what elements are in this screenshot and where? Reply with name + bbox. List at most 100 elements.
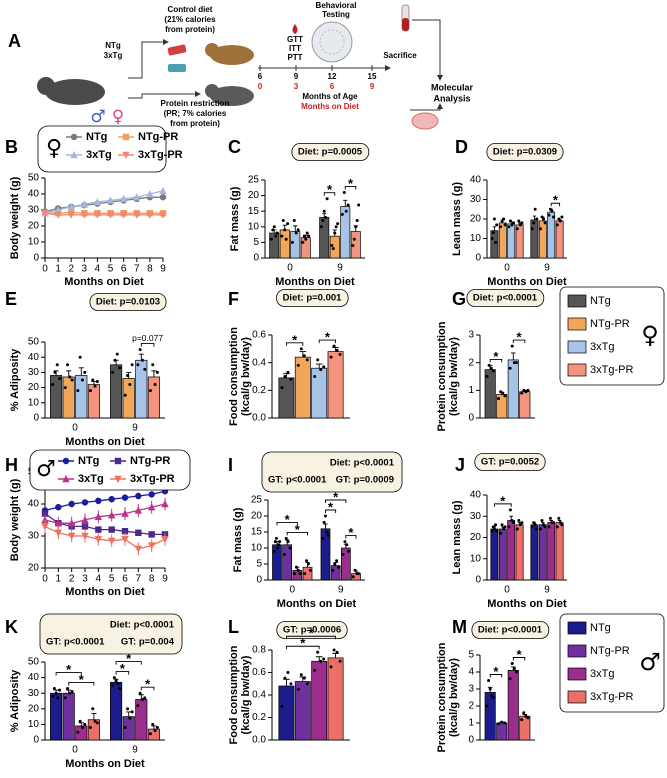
point: [121, 536, 129, 544]
data-point: [55, 363, 59, 367]
mouse-icon: [45, 79, 105, 105]
y-tick-label: 0: [253, 253, 259, 264]
data-point: [299, 347, 303, 351]
y-tick-label: 3: [468, 330, 474, 341]
x-tick-label: 7: [134, 264, 140, 275]
data-point: [269, 237, 273, 241]
legend-label: 3xTg-PR: [130, 473, 175, 485]
point: [81, 499, 89, 506]
error-bar: [293, 225, 298, 232]
y-tick-label: 20: [28, 221, 40, 232]
data-point: [286, 540, 290, 544]
point: [159, 186, 167, 194]
point: [148, 491, 155, 498]
data-point: [286, 222, 290, 226]
point: [81, 516, 89, 524]
data-point: [286, 671, 290, 674]
data-point: [503, 721, 507, 725]
data-point: [555, 525, 559, 529]
y-tick-label: 0.8: [252, 645, 266, 656]
legend-swatch: [567, 667, 587, 681]
data-point: [140, 358, 144, 362]
significance-bracket: [286, 531, 308, 536]
data-point: [325, 530, 329, 534]
data-point: [128, 716, 132, 720]
data-point: [514, 670, 518, 674]
data-point: [292, 219, 296, 223]
y-tick-label: 15: [251, 527, 263, 538]
legend-symbol: ♀: [641, 321, 659, 349]
significance-label: *: [79, 672, 85, 687]
point: [95, 526, 102, 533]
error-bar: [299, 351, 307, 358]
bar: [530, 219, 539, 259]
data-point: [514, 361, 518, 365]
data-point: [336, 222, 340, 226]
y-axis-label: Fat mass (g): [229, 186, 241, 251]
x-tick-label: 0: [72, 423, 78, 434]
data-point: [280, 704, 284, 708]
legend-marker: [122, 151, 130, 159]
tube-icon: [402, 18, 409, 31]
y-tick-label: 30: [470, 511, 482, 522]
data-point: [284, 536, 288, 540]
data-point: [83, 370, 87, 374]
data-point: [88, 726, 92, 730]
bar: [515, 524, 524, 581]
significance-label: *: [500, 493, 506, 508]
significance-bracket: [493, 503, 512, 507]
x-axis-label: Months on Diet: [65, 586, 145, 598]
point: [107, 511, 116, 519]
bar: [75, 375, 88, 419]
data-point: [485, 704, 489, 708]
x-tick-label: 1: [55, 264, 61, 275]
point: [121, 528, 129, 535]
y-tick-label: 10: [28, 237, 40, 248]
x-axis-label: Months on Diet: [65, 436, 145, 448]
significance-bracket: [140, 686, 155, 691]
data-point: [558, 521, 562, 525]
x-axis-label: Months on Diet: [275, 276, 355, 288]
bar: [547, 211, 556, 259]
data-point: [316, 650, 320, 654]
significance-label: *: [308, 626, 314, 641]
data-point: [494, 523, 498, 527]
significance-bracket: [276, 521, 298, 526]
annotation: GT: p=0.0006: [283, 625, 341, 636]
x-axis-label: Months on Diet: [277, 598, 357, 610]
x-axis-label: Months on Diet: [487, 276, 567, 288]
data-point: [340, 212, 344, 216]
data-point: [91, 707, 95, 711]
data-point: [542, 523, 546, 527]
y-tick-label: 4: [468, 667, 474, 678]
y-tick-label: 0: [475, 575, 481, 586]
significance-bracket: [115, 661, 142, 665]
data-point: [560, 523, 564, 527]
y-axis-label: Body weight (g): [9, 176, 21, 259]
point: [54, 206, 62, 214]
data-point: [296, 363, 300, 367]
legend-label: NTg: [86, 131, 107, 143]
point: [80, 211, 89, 219]
point: [134, 545, 143, 553]
y-axis-label: (kcal/g bw/day): [240, 655, 252, 734]
data-point: [547, 525, 551, 529]
data-point: [336, 565, 340, 569]
y-axis-label: Food consumption: [228, 327, 240, 426]
error-bar: [492, 226, 497, 231]
maze-icon: [311, 21, 353, 63]
y-tick-label: 30: [28, 367, 40, 378]
error-bar: [78, 722, 84, 726]
data-point: [88, 389, 92, 393]
series-line: [44, 190, 164, 214]
data-point: [278, 540, 282, 544]
y-tick-label: 0.4: [252, 357, 266, 368]
data-point: [304, 237, 308, 241]
x-tick-label: 5: [109, 574, 115, 585]
error-bar: [78, 367, 84, 376]
data-point: [322, 209, 326, 213]
significance-bracket: [68, 682, 95, 686]
point: [106, 196, 115, 204]
bar: [329, 235, 340, 259]
